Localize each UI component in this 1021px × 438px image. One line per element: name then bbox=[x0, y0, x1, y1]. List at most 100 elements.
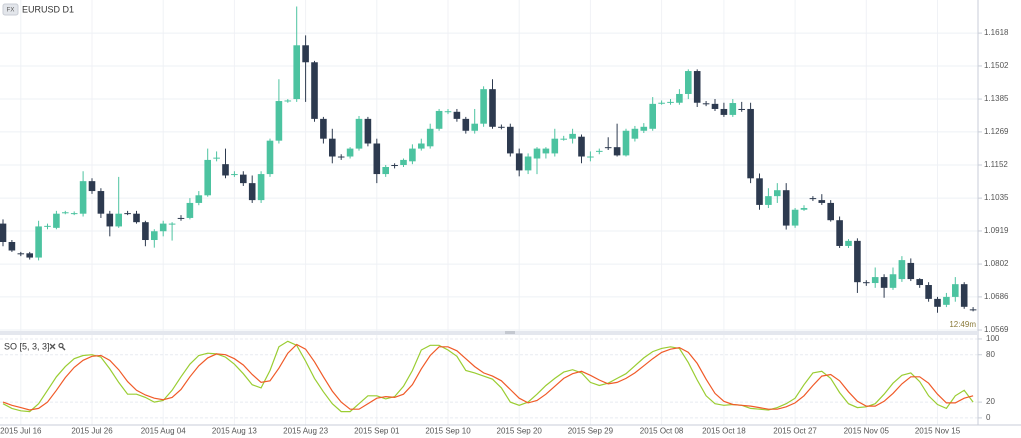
candle-body bbox=[925, 285, 932, 299]
candle-body bbox=[551, 138, 559, 154]
candle-body bbox=[578, 136, 585, 157]
candle-body bbox=[569, 133, 576, 139]
x-tick-label: 2015 Nov 05 bbox=[844, 427, 890, 436]
candle-body bbox=[774, 190, 781, 197]
y-tick-label: 20 bbox=[986, 397, 995, 406]
candle-body bbox=[204, 159, 211, 196]
candle-body bbox=[667, 101, 674, 103]
candle-body bbox=[533, 148, 541, 159]
candle-body bbox=[480, 89, 487, 124]
candle-body bbox=[952, 284, 959, 297]
candle-body bbox=[231, 174, 238, 176]
candle-body bbox=[133, 213, 140, 223]
candle-body bbox=[720, 108, 728, 115]
y-tick-label: 1.1269 bbox=[984, 127, 1009, 136]
candle-body bbox=[560, 138, 567, 140]
icon-stroke bbox=[58, 342, 64, 349]
candle-body bbox=[302, 45, 309, 63]
y-tick-label: 1.0569 bbox=[984, 325, 1009, 334]
candle-body bbox=[453, 111, 461, 119]
x-tick-label: 2015 Oct 18 bbox=[702, 427, 746, 436]
candle-body bbox=[17, 253, 25, 255]
candle-body bbox=[257, 174, 265, 201]
x-tick-label: 2015 Nov 15 bbox=[915, 427, 961, 436]
candle-body bbox=[142, 222, 149, 241]
x-tick-label: 2015 Jul 26 bbox=[71, 427, 113, 436]
candle-body bbox=[44, 225, 51, 227]
icon-stroke bbox=[49, 343, 56, 350]
candle-body bbox=[346, 148, 354, 157]
candle-body bbox=[542, 148, 550, 154]
x-tick-label: 2015 Jul 16 bbox=[0, 427, 42, 436]
y-tick-label: 1.0919 bbox=[984, 226, 1009, 235]
candle-body bbox=[8, 241, 16, 251]
icon-stroke bbox=[61, 346, 66, 351]
x-tick-label: 2015 Oct 27 bbox=[773, 427, 817, 436]
candle-body bbox=[916, 279, 923, 286]
candle-body bbox=[106, 213, 114, 227]
candle-body bbox=[765, 196, 772, 205]
candle-body bbox=[854, 240, 861, 283]
candle-body bbox=[444, 111, 452, 113]
candle-body bbox=[400, 159, 407, 166]
pane-separator[interactable] bbox=[0, 331, 978, 335]
candle-body bbox=[845, 240, 852, 246]
candle-body bbox=[320, 118, 327, 139]
y-tick-label: 80 bbox=[986, 350, 995, 359]
y-tick-label: 1.1385 bbox=[984, 94, 1009, 103]
indicator-close-icon[interactable] bbox=[49, 343, 56, 350]
y-tick-label: 1.0802 bbox=[984, 259, 1009, 268]
candle-body bbox=[426, 128, 434, 147]
candle-body bbox=[382, 166, 389, 175]
candle-body bbox=[284, 100, 292, 102]
chart-title: EURUSD D1 bbox=[22, 4, 74, 14]
candle-body bbox=[631, 128, 639, 139]
candle-body bbox=[355, 118, 363, 149]
candle-body bbox=[809, 198, 817, 200]
countdown-label: 12:49m bbox=[949, 320, 976, 329]
candle-body bbox=[587, 156, 594, 158]
candle-body bbox=[756, 178, 763, 205]
symbol-badge bbox=[2, 3, 19, 16]
indicator-settings-icon[interactable] bbox=[58, 342, 66, 351]
candle-body bbox=[337, 156, 345, 158]
x-tick-label: 2015 Sep 29 bbox=[568, 427, 614, 436]
candle-body bbox=[26, 253, 33, 258]
candle-body bbox=[275, 101, 283, 141]
candle-body bbox=[79, 181, 87, 214]
candle-body bbox=[293, 45, 300, 100]
candle-body bbox=[266, 140, 274, 175]
candle-body bbox=[62, 212, 69, 214]
candle-body bbox=[676, 93, 683, 103]
candle-body bbox=[880, 277, 888, 288]
candle-body bbox=[168, 223, 176, 225]
candle-body bbox=[596, 150, 603, 152]
candle-body bbox=[409, 148, 416, 162]
candle-body bbox=[186, 202, 194, 218]
y-tick-label: 0 bbox=[986, 413, 991, 422]
candle-body bbox=[871, 277, 879, 284]
candle-body bbox=[222, 164, 229, 176]
pane-handle[interactable] bbox=[505, 331, 515, 334]
candle-body bbox=[889, 274, 897, 288]
candle-body bbox=[151, 231, 158, 241]
candle-body bbox=[248, 183, 256, 201]
candle-body bbox=[524, 156, 532, 171]
candle-body bbox=[863, 282, 870, 284]
candle-body bbox=[969, 309, 977, 311]
candle-body bbox=[240, 174, 247, 184]
candle-body bbox=[124, 213, 131, 215]
candle-body bbox=[827, 202, 834, 221]
candle-body bbox=[960, 284, 968, 307]
y-tick-label: 1.1618 bbox=[984, 28, 1009, 37]
y-tick-label: 1.1152 bbox=[984, 160, 1008, 169]
candle-body bbox=[640, 126, 648, 131]
candle-body bbox=[195, 195, 203, 203]
candle-body bbox=[613, 147, 621, 156]
candle-body bbox=[213, 157, 220, 159]
candle-body bbox=[836, 220, 843, 246]
x-tick-label: 2015 Aug 23 bbox=[283, 427, 328, 436]
candle-body bbox=[658, 102, 665, 104]
x-tick-label: 2015 Aug 04 bbox=[141, 427, 186, 436]
